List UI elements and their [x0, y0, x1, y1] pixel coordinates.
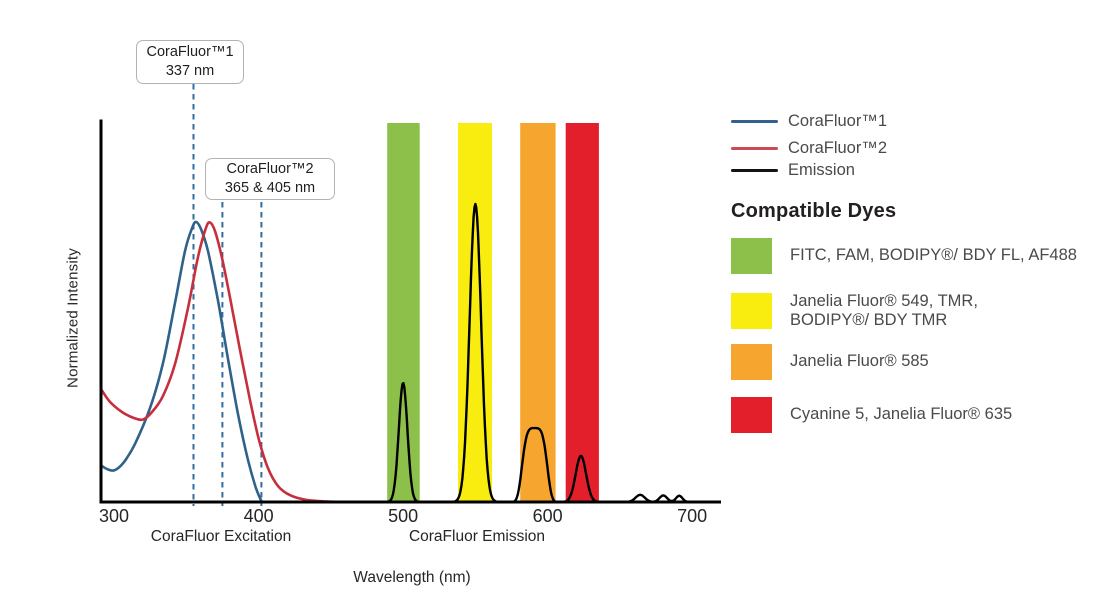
legend-row-emission: Emission	[731, 161, 887, 179]
callout-corafluor1-title: CoraFluor™1	[146, 44, 234, 61]
dye-label-yellow: Janelia Fluor® 549, TMR, BODIPY®/ BDY TM…	[790, 292, 978, 330]
legend-label-emission: Emission	[788, 160, 855, 179]
legend-row-corafluor2: CoraFluor™2	[731, 139, 887, 157]
emission-section-label: CoraFluor Emission	[408, 528, 546, 545]
callout-corafluor1-wavelength: 337 nm	[165, 63, 215, 79]
x-tick-500: 500	[388, 506, 419, 526]
filter-bands	[387, 123, 599, 502]
dye-row-orange: Janelia Fluor® 585	[731, 344, 929, 380]
y-axis-label: Normalized Intensity	[64, 248, 82, 388]
x-tick-600: 600	[532, 506, 563, 526]
compatible-dyes-heading: Compatible Dyes	[731, 200, 897, 222]
excitation-curves	[100, 220, 347, 504]
green-swatch-icon	[731, 238, 772, 274]
legend-line-black-icon	[731, 168, 778, 172]
legend-row-corafluor1: CoraFluor™1	[731, 112, 887, 130]
dye-label-orange: Janelia Fluor® 585	[790, 352, 929, 371]
red-swatch-icon	[731, 397, 772, 433]
dye-label-red: Cyanine 5, Janelia Fluor® 635	[790, 405, 1013, 424]
dye-label-green: FITC, FAM, BODIPY®/ BDY FL, AF488	[790, 246, 1077, 265]
dye-row-green: FITC, FAM, BODIPY®/ BDY FL, AF488	[731, 238, 1077, 274]
yellow-swatch-icon	[731, 293, 772, 330]
band-green-fitc	[387, 123, 420, 502]
excitation-section-label: CoraFluor Excitation	[150, 528, 292, 545]
callout-corafluor1: CoraFluor™1 337 nm	[136, 40, 244, 84]
dye-row-yellow: Janelia Fluor® 549, TMR, BODIPY®/ BDY TM…	[731, 292, 978, 330]
orange-swatch-icon	[731, 344, 772, 380]
legend-label-corafluor1: CoraFluor™1	[788, 111, 888, 130]
callout-corafluor2: CoraFluor™2 365 & 405 nm	[205, 158, 335, 200]
legend-label-corafluor2: CoraFluor™2	[788, 138, 888, 157]
dye-row-red: Cyanine 5, Janelia Fluor® 635	[731, 397, 1012, 433]
callout-corafluor2-wavelength: 365 & 405 nm	[224, 180, 316, 196]
x-axis-label: Wavelength (nm)	[353, 569, 471, 586]
corafluor1-excitation	[100, 220, 263, 503]
legend-line-red-icon	[731, 146, 778, 150]
line-legend: CoraFluor™1 CoraFluor™2 Emission	[731, 112, 887, 179]
x-tick-300: 300	[98, 506, 130, 526]
x-tick-400: 400	[243, 506, 274, 526]
legend-line-blue-icon	[731, 119, 778, 123]
band-red-cy5	[565, 123, 599, 502]
axes	[99, 119, 721, 504]
callout-corafluor2-title: CoraFluor™2	[226, 161, 314, 178]
x-tick-700: 700	[677, 506, 708, 526]
excitation-marker-lines	[192, 84, 263, 506]
corafluor2-excitation	[100, 221, 347, 504]
